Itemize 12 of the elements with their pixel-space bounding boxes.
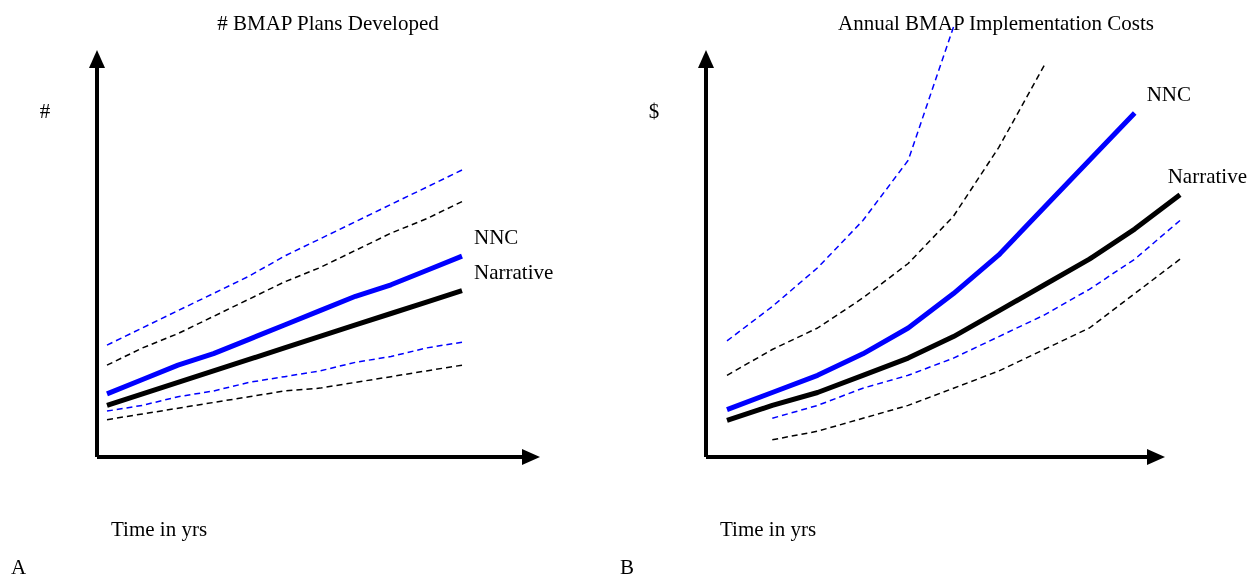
x-axis-title: Time in yrs (720, 517, 817, 541)
series-label: Narrative (1167, 163, 1247, 188)
y-axis-title: $ (648, 99, 660, 123)
text: B (620, 555, 635, 579)
series-label: NNC (1146, 82, 1192, 106)
y-axis-title: # (39, 99, 51, 123)
series-label: NNC (474, 225, 519, 250)
x-axis-title: Time in yrs (111, 517, 208, 541)
chart-title: Annual BMAP Implementation Costs (838, 11, 1154, 35)
text: A (11, 555, 27, 579)
series-label: Narrative (474, 259, 554, 284)
chart-title: # BMAP Plans Developed (217, 11, 440, 35)
